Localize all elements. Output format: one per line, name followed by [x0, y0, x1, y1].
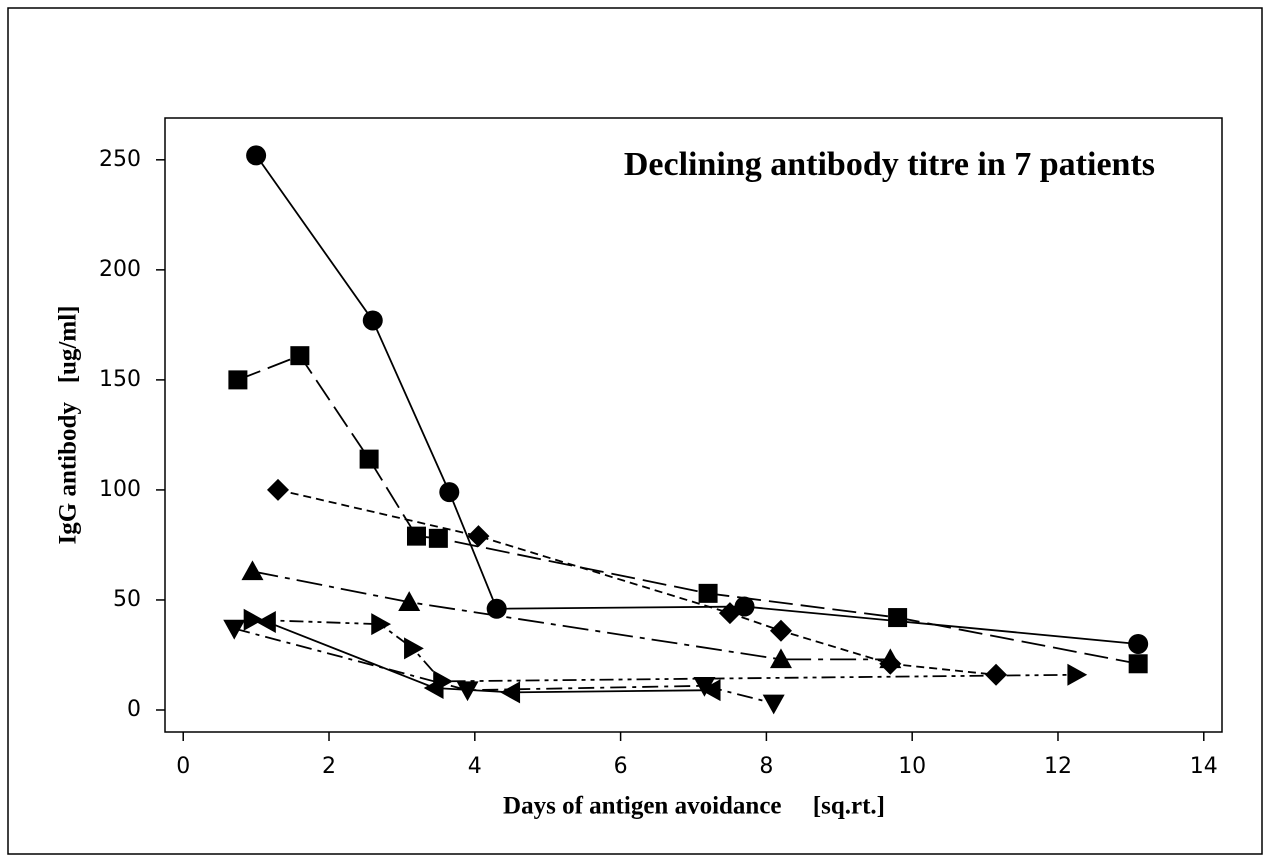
marker-circle	[362, 310, 383, 331]
marker-circle	[246, 145, 267, 166]
plot-frame	[164, 117, 1223, 733]
marker-triangle-up	[879, 648, 902, 669]
chart-title: Declining antibody titre in 7 patients	[624, 146, 1155, 183]
marker-triangle-left	[423, 676, 444, 699]
marker-triangle-down	[693, 676, 716, 697]
series-line	[255, 154, 1139, 645]
x-axis-label: Days of antigen avoidance [sq.rt.]	[503, 793, 885, 820]
series-line	[237, 354, 1139, 665]
x-tick-label: 2	[322, 754, 336, 779]
marker-triangle-down	[223, 619, 246, 640]
marker-diamond	[718, 602, 741, 625]
series-line	[252, 570, 891, 661]
marker-square	[888, 608, 908, 628]
series-line	[266, 621, 712, 694]
marker-diamond	[985, 663, 1008, 686]
marker-circle	[486, 598, 507, 619]
marker-triangle-down	[762, 694, 785, 715]
marker-triangle-left	[256, 610, 276, 633]
marker-triangle-right	[243, 608, 264, 631]
marker-square	[290, 346, 310, 366]
outer-frame	[7, 7, 1263, 855]
marker-triangle-down	[456, 681, 479, 702]
x-tick-label: 12	[1044, 754, 1072, 779]
marker-square	[428, 528, 448, 548]
y-tick-label: 100	[99, 477, 141, 502]
marker-triangle-right	[1067, 663, 1088, 686]
series-line	[234, 627, 774, 705]
marker-triangle-up	[241, 560, 264, 581]
series-line	[277, 489, 997, 676]
marker-circle	[1128, 633, 1149, 654]
y-tick-label: 50	[113, 587, 141, 612]
x-tick-label: 10	[898, 754, 926, 779]
marker-square	[359, 449, 379, 469]
marker-diamond	[769, 619, 792, 642]
marker-triangle-right	[404, 637, 424, 660]
marker-triangle-left	[700, 679, 721, 702]
x-tick-label: 4	[468, 754, 482, 779]
marker-square	[228, 370, 248, 390]
y-tick-label: 200	[99, 257, 141, 282]
marker-circle	[734, 596, 755, 617]
y-tick-label: 0	[127, 697, 141, 722]
marker-square	[698, 583, 718, 603]
marker-triangle-up	[398, 591, 421, 611]
x-tick-label: 6	[614, 754, 628, 779]
x-tick-label: 8	[759, 754, 773, 779]
marker-triangle-left	[500, 681, 521, 704]
marker-diamond	[266, 478, 289, 501]
marker-circle	[439, 482, 460, 503]
x-tick-label: 14	[1190, 754, 1218, 779]
x-tick-label: 0	[176, 754, 190, 779]
marker-square	[406, 526, 426, 546]
y-tick-label: 250	[99, 147, 141, 172]
y-tick-label: 150	[99, 367, 141, 392]
marker-diamond	[467, 525, 490, 548]
marker-triangle-up	[769, 648, 792, 669]
y-axis-label: IgG antibody [ug/ml]	[55, 306, 82, 545]
marker-triangle-right	[371, 613, 392, 636]
marker-square	[1128, 654, 1148, 674]
